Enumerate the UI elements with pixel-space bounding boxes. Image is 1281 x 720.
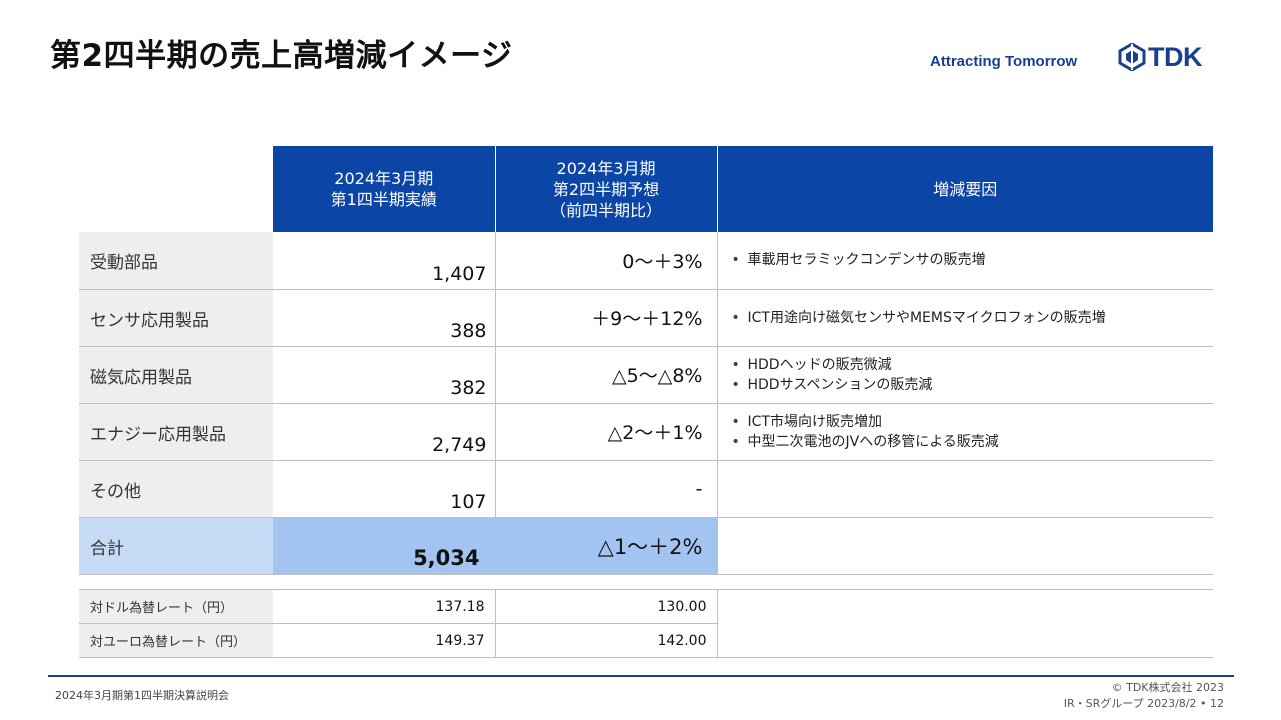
segment-name: 受動部品 <box>79 232 273 290</box>
forecast-value: - <box>495 460 718 518</box>
page-title: 第2四半期の売上高増減イメージ <box>50 38 513 74</box>
table-header-row: 2024年3月期 第1四半期実績 2024年3月期 第2四半期予想 （前四半期比… <box>79 146 1213 232</box>
header-actual: 2024年3月期 第1四半期実績 <box>273 146 496 232</box>
actual-value: 107 <box>273 460 496 518</box>
reason-cell: ICT用途向け磁気センサやMEMSマイクロフォンの販売増 <box>717 289 1214 347</box>
reason-item: HDDヘッドの販売微減 <box>732 355 1214 375</box>
actual-value: 1,407 <box>273 232 496 290</box>
table-row: 受動部品 1,407 0〜＋3% 車載用セラミックコンデンサの販売増 <box>79 232 1214 290</box>
header-reason: 増減要因 <box>717 146 1213 232</box>
table-row: その他 107 - <box>79 460 1213 518</box>
header-forecast-line2: 第2四半期予想 <box>552 179 660 199</box>
segment-name: センサ応用製品 <box>79 289 273 347</box>
table-row: センサ応用製品 388 ＋9〜＋12% ICT用途向け磁気センサやMEMSマイク… <box>79 289 1214 347</box>
header-forecast: 2024年3月期 第2四半期予想 （前四半期比） <box>495 146 718 232</box>
segment-name: その他 <box>79 460 273 518</box>
segment-name: エナジー応用製品 <box>79 403 273 461</box>
total-actual-value: 5,034 <box>273 517 496 575</box>
footer-meta: IR・SRグループ 2023/8/2 • 12 <box>1063 697 1224 710</box>
header-forecast-line3: （前四半期比） <box>549 200 662 220</box>
header-actual-line2: 第1四半期実績 <box>330 190 437 209</box>
tagline: Attracting Tomorrow <box>930 53 1078 70</box>
total-row: 合計 5,034 △1〜＋2% <box>79 517 1213 575</box>
header-blank-cell <box>79 146 273 232</box>
reason-item: ICT用途向け磁気センサやMEMSマイクロフォンの販売増 <box>732 308 1214 328</box>
reason-cell <box>717 517 1213 575</box>
reason-cell: 車載用セラミックコンデンサの販売増 <box>717 232 1214 290</box>
footer-divider <box>48 675 1234 677</box>
table-row: エナジー応用製品 2,749 △2〜＋1% ICT市場向け販売増加 中型二次電池… <box>79 403 1214 461</box>
fx-row: 対ユーロ為替レート（円） 149.37 142.00 <box>79 623 1213 658</box>
footer-copyright: © TDK株式会社 2023 <box>1111 681 1224 694</box>
reason-cell <box>717 460 1213 518</box>
total-label: 合計 <box>79 517 273 575</box>
fx-actual: 149.37 <box>273 623 496 658</box>
fx-forecast: 130.00 <box>495 589 718 624</box>
fx-forecast: 142.00 <box>495 623 718 658</box>
reason-item: ICT市場向け販売増加 <box>732 412 1214 432</box>
reason-item: 車載用セラミックコンデンサの販売増 <box>732 250 1214 270</box>
footer-right: © TDK株式会社 2023 IR・SRグループ 2023/8/2 • 12 <box>1064 680 1224 712</box>
fx-row: 対ドル為替レート（円） 137.18 130.00 <box>79 589 1213 624</box>
header-actual-line1: 2024年3月期 <box>334 169 434 188</box>
footer-event-title: 2024年3月期第1四半期決算説明会 <box>55 689 229 702</box>
header-forecast-line1: 2024年3月期 <box>556 158 656 178</box>
fx-actual: 137.18 <box>273 589 496 624</box>
fx-rate-table: 対ドル為替レート（円） 137.18 130.00 対ユーロ為替レート（円） 1… <box>79 589 1213 658</box>
forecast-value: △2〜＋1% <box>495 403 718 461</box>
forecast-value: △5〜△8% <box>495 346 718 404</box>
table-row: 磁気応用製品 382 △5〜△8% HDDヘッドの販売微減 HDDサスペンション… <box>79 346 1214 404</box>
tdk-emblem-icon <box>1118 43 1146 71</box>
tdk-logo: TDK <box>1118 41 1203 72</box>
forecast-value: 0〜＋3% <box>495 232 718 290</box>
footer-group: IR・SRグループ <box>1063 697 1144 710</box>
total-forecast-value: △1〜＋2% <box>495 517 718 575</box>
fx-empty-cell <box>717 589 1213 624</box>
forecast-value: ＋9〜＋12% <box>495 289 718 347</box>
actual-value: 2,749 <box>273 403 496 461</box>
reason-item: HDDサスペンションの販売減 <box>732 375 1214 395</box>
reason-item: 中型二次電池のJVへの移管による販売減 <box>732 432 1214 452</box>
table-separator <box>79 575 1213 589</box>
fx-label: 対ドル為替レート（円） <box>79 589 273 624</box>
fx-empty-cell <box>717 623 1213 658</box>
fx-label: 対ユーロ為替レート（円） <box>79 623 273 658</box>
footer-date: 2023/8/2 <box>1147 697 1197 710</box>
logo-text: TDK <box>1148 41 1203 72</box>
segment-name: 磁気応用製品 <box>79 346 273 404</box>
reason-cell: ICT市場向け販売増加 中型二次電池のJVへの移管による販売減 <box>717 403 1214 461</box>
page-number: 12 <box>1210 697 1224 710</box>
reason-cell: HDDヘッドの販売微減 HDDサスペンションの販売減 <box>717 346 1214 404</box>
actual-value: 388 <box>273 289 496 347</box>
sales-table: 2024年3月期 第1四半期実績 2024年3月期 第2四半期予想 （前四半期比… <box>79 146 1213 575</box>
actual-value: 382 <box>273 346 496 404</box>
